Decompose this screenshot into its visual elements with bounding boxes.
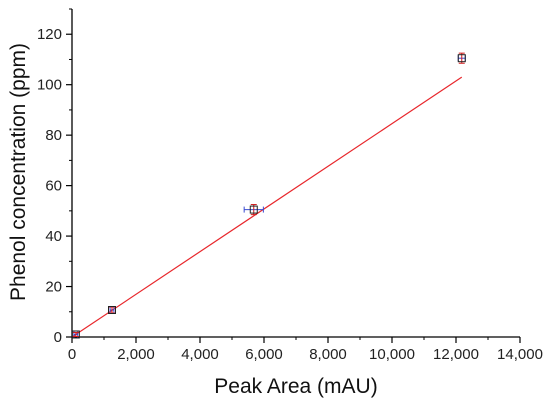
point-marker (108, 306, 116, 315)
axes: 0 2,000 4,000 6,000 8,000 10,000 12,000 14,000 0… (37, 8, 543, 363)
x-tick-label: 12,000 (433, 346, 479, 363)
data-point (243, 204, 264, 216)
x-tick-label: 10,000 (369, 346, 415, 363)
x-axis-title: Peak Area (mAU) (214, 375, 377, 398)
fit-line-group (71, 76, 463, 338)
fit-line (71, 76, 463, 338)
y-tick-label: 80 (45, 127, 62, 144)
point-marker (249, 205, 258, 214)
x-tick-label: 14,000 (497, 346, 543, 363)
x-tick-label: 2,000 (117, 346, 155, 363)
x-tick-label: 6,000 (245, 346, 283, 363)
y-tick-label: 0 (54, 329, 62, 346)
y-tick-label: 120 (37, 26, 62, 43)
y-tick-label: 20 (45, 279, 62, 296)
data-points (71, 52, 466, 339)
y-axis-title: Phenol concentration (ppm) (7, 43, 30, 301)
y-tick-label: 100 (37, 77, 62, 94)
x-tick-label: 4,000 (181, 346, 219, 363)
x-tick-label: 0 (68, 346, 76, 363)
point-marker (457, 54, 466, 63)
point-marker (71, 330, 80, 339)
data-point (108, 306, 116, 315)
y-tick-label: 40 (45, 228, 62, 245)
data-point (71, 330, 80, 339)
x-tick-label: 8,000 (309, 346, 347, 363)
y-tick-label: 60 (45, 178, 62, 195)
data-point (457, 52, 466, 64)
